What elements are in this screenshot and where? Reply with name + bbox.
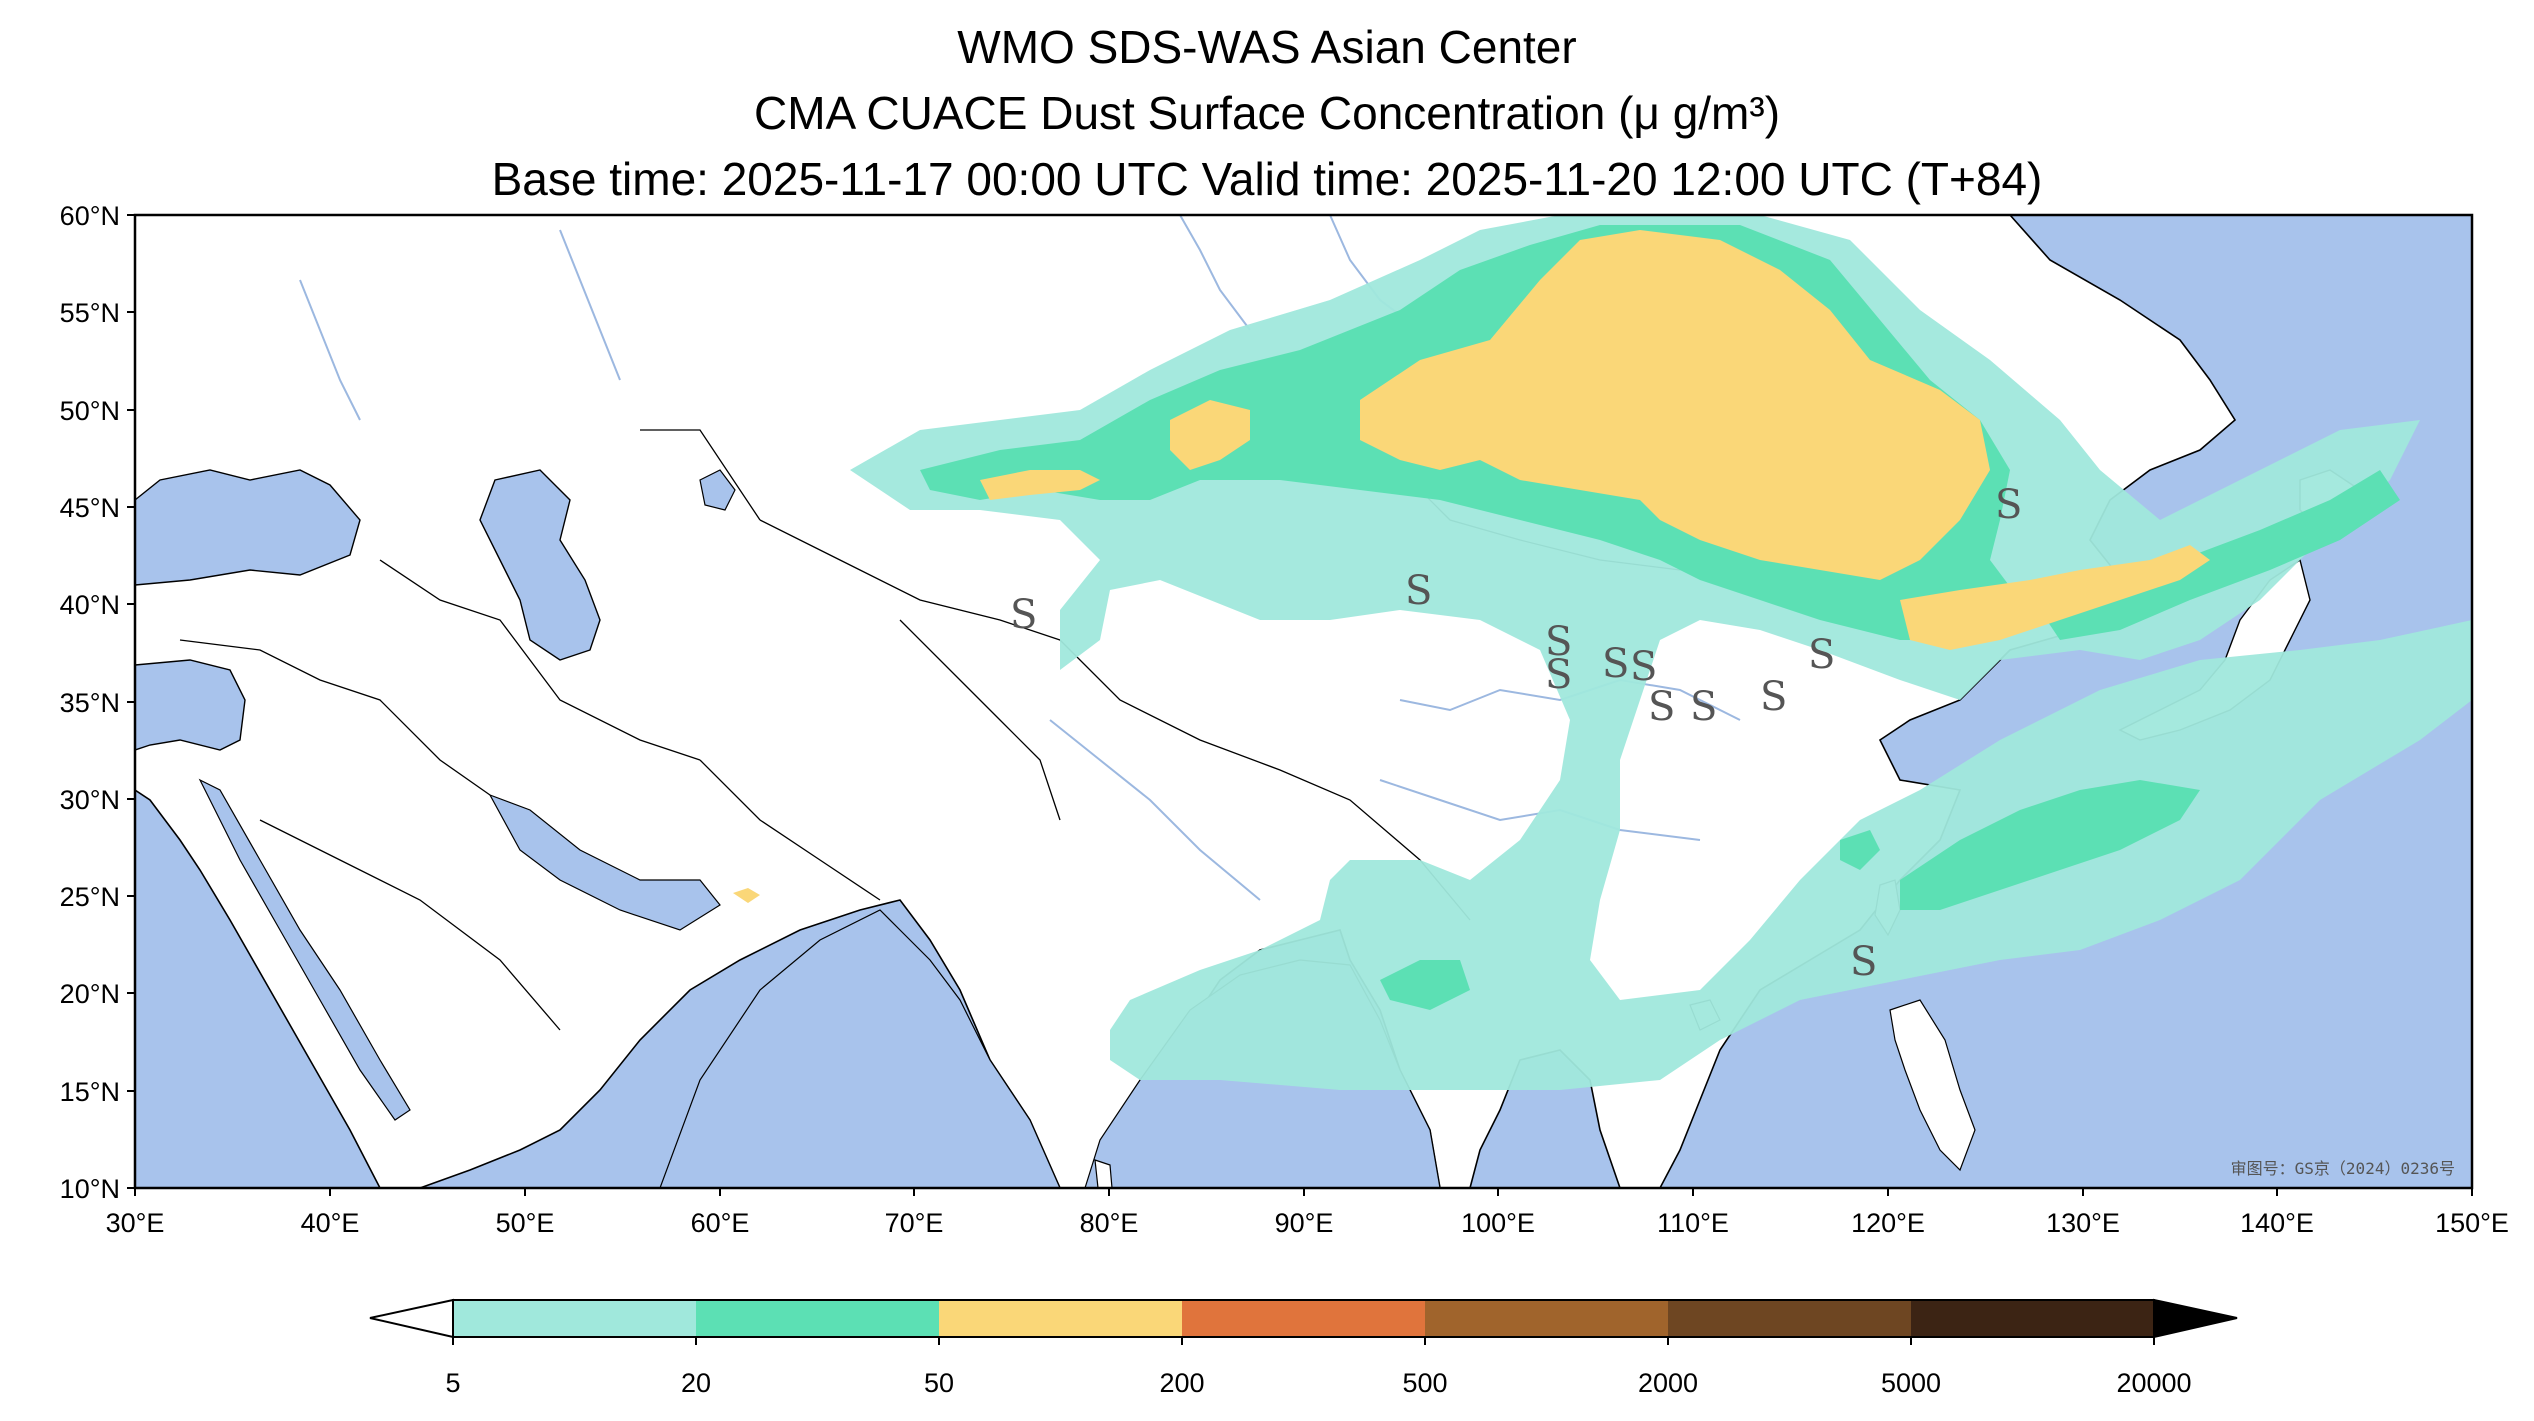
dust-symbol: S	[1545, 652, 1572, 698]
colorbar-swatch	[453, 1300, 696, 1337]
colorbar-min-extension	[369, 1298, 454, 1339]
dust-symbol: S	[1545, 619, 1572, 665]
lat-tick-label: 20°N	[60, 979, 120, 1009]
colorbar-label: 5000	[1881, 1368, 1941, 1398]
colorbar-label: 50	[924, 1368, 954, 1398]
approval-stamp: 审图号：GS京（2024）0236号	[2231, 1159, 2455, 1178]
chart-title-block: WMO SDS-WAS Asian Center CMA CUACE Dust …	[0, 14, 2534, 212]
dust-storm-symbols: S S S S S S S S S S S S	[1010, 482, 2022, 985]
colorbar-label: 2000	[1638, 1368, 1698, 1398]
lon-tick-label: 70°E	[885, 1208, 944, 1238]
lon-tick-label: 50°E	[496, 1208, 555, 1238]
lon-tick-label: 140°E	[2240, 1208, 2314, 1238]
black-sea	[135, 469, 361, 586]
dust-symbol: S	[1850, 939, 1877, 985]
colorbar: 5 20 50 200 500 2000 5000 20000	[369, 1298, 2238, 1398]
colorbar-label: 20	[681, 1368, 711, 1398]
lon-tick-label: 90°E	[1275, 1208, 1334, 1238]
colorbar-frame	[452, 1299, 2155, 1338]
dust-symbol: S	[1760, 674, 1787, 720]
land-philippines	[1889, 999, 1976, 1172]
lat-tick-label: 10°N	[60, 1174, 120, 1204]
dust-symbol: S	[1602, 641, 1629, 687]
lon-tick-label: 60°E	[691, 1208, 750, 1238]
lat-tick-label: 25°N	[60, 882, 120, 912]
lat-tick-label: 60°N	[60, 201, 120, 231]
arabian-sea	[659, 909, 1061, 1188]
colorbar-label: 5	[445, 1368, 460, 1398]
dust-symbol: S	[1010, 592, 1037, 638]
lat-tick-label: 55°N	[60, 298, 120, 328]
lat-tick-label: 15°N	[60, 1077, 120, 1107]
title-line-2: CMA CUACE Dust Surface Concentration (μ …	[753, 87, 1781, 139]
colorbar-swatch	[1425, 1300, 1668, 1337]
colorbar-swatch	[1182, 1300, 1425, 1337]
persian-gulf	[488, 793, 721, 931]
lon-tick-label: 40°E	[301, 1208, 360, 1238]
map-area: S S S S S S S S S S S S 审图号：GS京（2024）023…	[135, 215, 2472, 1188]
lon-tick-label: 150°E	[2435, 1208, 2509, 1238]
lon-labels: 30°E 40°E 50°E 60°E 70°E 80°E 90°E 100°E…	[106, 1208, 2509, 1238]
colorbar-label: 500	[1402, 1368, 1447, 1398]
red-sea	[198, 778, 411, 1121]
lon-tick-label: 30°E	[106, 1208, 165, 1238]
lon-axis	[134, 1188, 2473, 1196]
dust-symbol: S	[1995, 482, 2022, 528]
colorbar-swatch	[696, 1300, 939, 1337]
colorbar-swatch	[1668, 1300, 1911, 1337]
lon-tick-label: 110°E	[1657, 1208, 1729, 1238]
lon-tick-label: 80°E	[1080, 1208, 1139, 1238]
lat-tick-label: 30°N	[60, 785, 120, 815]
caspian-sea	[479, 469, 601, 661]
dust-50-200	[733, 230, 2210, 903]
dust-symbol: S	[1630, 644, 1657, 690]
colorbar-label: 200	[1159, 1368, 1204, 1398]
lon-tick-label: 100°E	[1461, 1208, 1535, 1238]
colorbar-label: 20000	[2116, 1368, 2191, 1398]
dust-symbol: S	[1405, 568, 1432, 614]
dust-symbol: S	[1690, 684, 1717, 730]
lat-tick-label: 45°N	[60, 493, 120, 523]
lat-labels: 60°N 55°N 50°N 45°N 40°N 35°N 30°N 25°N …	[60, 201, 120, 1204]
lon-tick-label: 120°E	[1851, 1208, 1925, 1238]
lat-tick-label: 40°N	[60, 590, 120, 620]
colorbar-swatch	[939, 1300, 1182, 1337]
title-line-3: Base time: 2025-11-17 00:00 UTC Valid ti…	[491, 153, 2043, 205]
lon-tick-label: 130°E	[2046, 1208, 2120, 1238]
aral-sea	[699, 469, 736, 511]
lat-axis	[127, 214, 135, 1189]
mediterranean-sea	[135, 659, 246, 751]
title-line-1: WMO SDS-WAS Asian Center	[957, 21, 1577, 73]
colorbar-max-extension	[2153, 1298, 2238, 1339]
dust-symbol: S	[1648, 684, 1675, 730]
land-sri-lanka	[1094, 1159, 1113, 1188]
lat-tick-label: 50°N	[60, 396, 120, 426]
colorbar-swatch	[1911, 1300, 2154, 1337]
lat-tick-label: 35°N	[60, 688, 120, 718]
dust-symbol: S	[1808, 632, 1835, 678]
